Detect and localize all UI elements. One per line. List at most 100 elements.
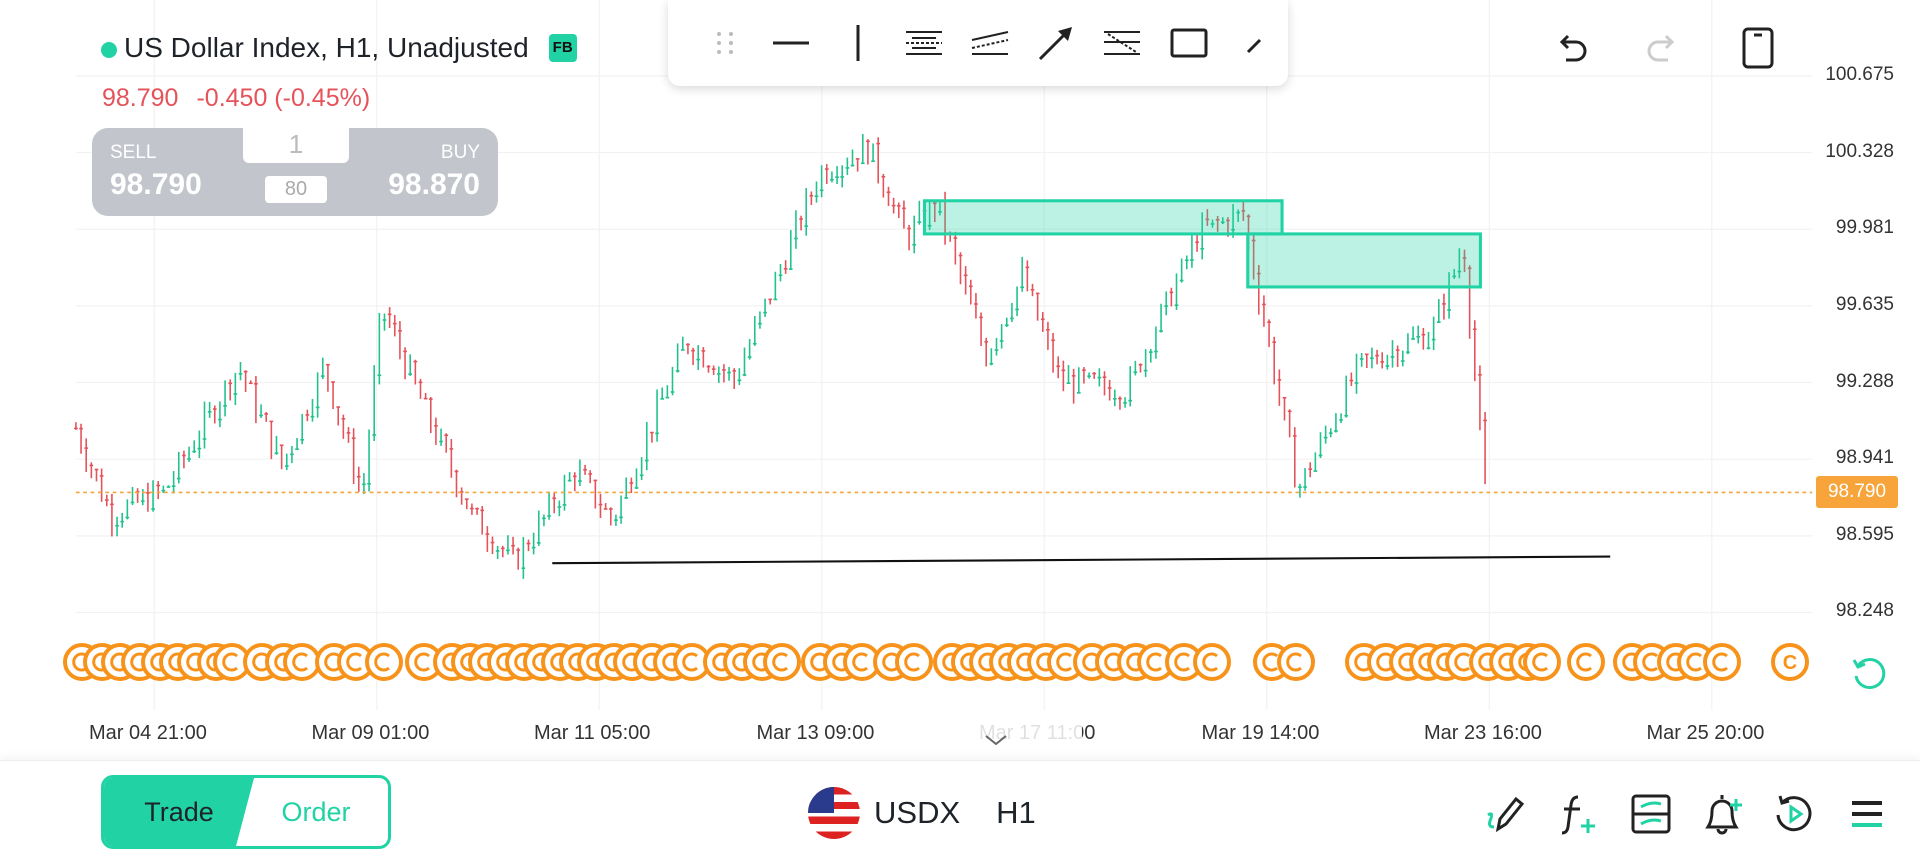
event-marker-c-glyph [1174,652,1190,672]
support-trend-line [552,555,1611,565]
event-marker-c-glyph [1202,652,1218,672]
time-axis-label: Mar 25 20:00 [1646,722,1765,744]
event-marker-c-glyph [477,652,493,672]
symbol-selector[interactable]: USDX H1 [808,787,1036,839]
arrow-icon[interactable] [1023,13,1089,73]
event-marker-c-glyph [662,652,678,672]
event-marker-c-glyph [1036,652,1052,672]
event-marker-icon [763,643,801,681]
timeframe[interactable]: H1 [996,795,1036,830]
event-marker-c-glyph [1686,652,1702,672]
price-axis-label: 99.288 [1835,370,1894,392]
event-marker-c-glyph [1666,652,1682,672]
event-marker-c-glyph [1056,652,1072,672]
event-marker-c-glyph [1712,652,1728,672]
event-marker-c-glyph [1262,652,1278,672]
quantity-input[interactable]: 1 [243,128,349,163]
event-marker-c-glyph [904,652,920,672]
event-marker-c-glyph [1376,652,1392,672]
buy-label[interactable]: BUY [440,142,480,163]
event-marker-label: C [1783,652,1797,674]
time-axis-label: Mar 11 05:00 [534,722,651,744]
event-marker-c-glyph [1576,652,1592,672]
event-marker-c-glyph [682,652,698,672]
fib-icon[interactable] [1089,13,1155,73]
horizontal-line-icon[interactable] [758,13,824,73]
price-change: -0.450 (-0.45%) [196,84,371,112]
event-marker-icon [365,643,403,681]
plot-area [74,0,1813,711]
supply-zone-rectangle [1246,232,1482,289]
event-marker-c-glyph [1354,652,1370,672]
event-marker-c-glyph [1398,652,1414,672]
rectangle-icon[interactable] [1156,13,1222,73]
drag-handle-icon[interactable] [692,13,758,73]
event-marker-c-glyph [292,652,308,672]
order-tab[interactable]: Order [281,796,351,827]
vertical-line-icon[interactable] [824,13,890,73]
event-marker-c-glyph [1498,652,1514,672]
price-axis-label: 98.595 [1835,523,1894,545]
indicator-icon[interactable] [1556,791,1602,837]
sell-price[interactable]: 98.790 [110,168,202,201]
trend-channel-icon[interactable] [957,13,1023,73]
event-marker-c-glyph [732,652,748,672]
event-marker-c-glyph [1478,652,1494,672]
buy-price[interactable]: 98.870 [388,168,480,201]
trade-order-toggle[interactable]: Trade Order [101,775,391,849]
event-marker-c-glyph [752,652,768,672]
event-marker-c-glyph [832,652,848,672]
event-marker-c-glyph [772,652,788,672]
bottom-bar: Trade Order USDX H1 [0,760,1920,864]
event-marker-c-glyph [1286,652,1302,672]
event-marker-c-glyph [622,652,638,672]
symbol-title[interactable]: US Dollar Index, H1, Unadjusted FB [124,32,577,64]
collapse-toggle[interactable] [910,720,1082,756]
time-axis-label: Mar 19 14:00 [1201,722,1320,744]
price-axis-label: 100.328 [1825,140,1894,162]
time-axis-label: Mar 04 21:00 [89,722,207,744]
replay-icon[interactable] [1772,791,1818,837]
event-marker-c-glyph [1104,652,1120,672]
reset-chart-icon[interactable] [1848,652,1890,699]
last-price: 98.790 [102,84,179,112]
event-marker-c-glyph [186,652,202,672]
event-marker-c-glyph [110,652,126,672]
trade-tab[interactable]: Trade [104,778,254,846]
alert-add-icon[interactable] [1700,791,1746,837]
undo-icon[interactable] [1552,28,1592,68]
event-marker-icon [1771,643,1809,681]
redo-icon[interactable] [1642,28,1682,68]
event-marker-c-glyph [712,652,728,672]
parallel-channel-icon[interactable] [891,13,957,73]
event-marker-c-glyph [130,652,146,672]
sell-label[interactable]: SELL [110,142,157,163]
event-marker-icon [895,643,933,681]
event-marker-icon [1523,643,1561,681]
phone-orientation-icon[interactable] [1740,26,1776,70]
event-marker-icon [1193,643,1231,681]
event-marker-icon [1567,643,1605,681]
market-open-indicator [101,42,117,58]
price-chart[interactable]: C [0,0,1920,760]
time-axis-label: Mar 13 09:00 [756,722,875,744]
event-marker-c-glyph [1454,652,1470,672]
event-marker-c-glyph [810,652,826,672]
event-marker-c-glyph [1532,652,1548,672]
current-price-tag: 98.790 [1816,476,1898,508]
price-axis-label: 98.941 [1835,447,1894,469]
event-marker-c-glyph [222,652,238,672]
menu-icon[interactable] [1844,791,1890,837]
event-marker-c-glyph [346,652,362,672]
template-icon[interactable] [1628,791,1674,837]
brush-icon[interactable] [1222,13,1288,73]
quick-trade-panel: SELL 98.790 BUY 98.870 1 80 [92,128,498,216]
draw-icon[interactable] [1484,791,1530,837]
event-marker-c-glyph [1642,652,1658,672]
price-axis-label: 100.675 [1825,63,1894,85]
event-marker-c-glyph [1146,652,1162,672]
event-marker-c-glyph [374,652,390,672]
event-marker-c-glyph [978,652,994,672]
spread-value: 80 [265,176,327,203]
fb-badge: FB [548,34,577,62]
